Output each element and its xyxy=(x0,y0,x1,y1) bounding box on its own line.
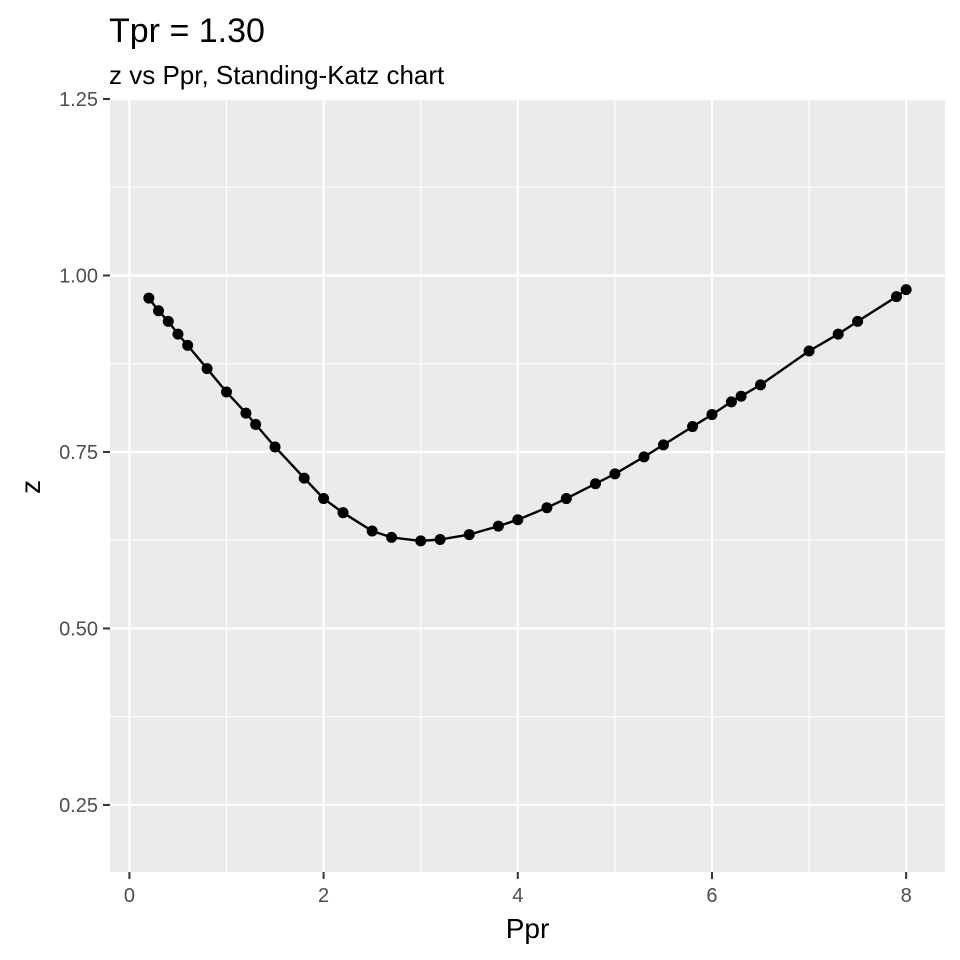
data-point xyxy=(182,339,194,351)
grid-minor xyxy=(110,99,945,872)
data-point xyxy=(890,291,902,303)
data-point xyxy=(609,468,621,480)
data-point xyxy=(318,493,330,505)
data-point xyxy=(512,514,524,526)
data-point xyxy=(492,520,504,532)
x-tick-label: 0 xyxy=(124,885,135,907)
data-point xyxy=(687,421,699,433)
data-point xyxy=(269,441,281,453)
y-tick-label: 1.25 xyxy=(59,89,98,111)
data-point xyxy=(298,472,310,484)
data-point xyxy=(803,345,815,357)
data-point xyxy=(638,451,650,463)
chart-title: Tpr = 1.30 xyxy=(109,12,265,50)
data-point xyxy=(832,328,844,340)
data-point xyxy=(560,493,572,505)
data-point xyxy=(706,409,718,421)
data-point xyxy=(415,535,427,547)
y-tick-label: 0.50 xyxy=(59,618,98,640)
x-tick-label: 8 xyxy=(901,885,912,907)
data-point xyxy=(172,328,184,340)
data-point xyxy=(143,292,155,304)
x-tick-label: 6 xyxy=(706,885,717,907)
data-point xyxy=(366,525,378,537)
data-point xyxy=(755,379,767,391)
series-points xyxy=(143,284,912,547)
data-point xyxy=(240,407,252,419)
data-point xyxy=(735,390,747,402)
data-point xyxy=(386,531,398,543)
data-point xyxy=(852,315,864,327)
grid-major xyxy=(110,97,945,872)
data-point xyxy=(162,315,174,327)
data-point xyxy=(221,386,233,398)
y-tick-label: 1.00 xyxy=(59,265,98,287)
data-point xyxy=(900,284,912,296)
data-point xyxy=(657,439,669,451)
x-tick-label: 4 xyxy=(512,885,523,907)
chart-subtitle: z vs Ppr, Standing-Katz chart xyxy=(109,60,445,90)
x-axis-title: Ppr xyxy=(506,913,550,944)
y-axis-title: z xyxy=(15,480,46,494)
data-point xyxy=(589,478,601,490)
data-point xyxy=(153,305,165,317)
y-tick-label: 0.75 xyxy=(59,442,98,464)
data-point xyxy=(337,507,349,519)
data-point xyxy=(725,396,737,408)
plot-panel xyxy=(110,99,945,872)
data-point xyxy=(541,502,553,514)
data-point xyxy=(201,363,213,375)
data-point xyxy=(250,418,262,430)
y-axis: 0.25 0.50 0.75 1.00 1.25 xyxy=(59,89,110,817)
y-tick-label: 0.25 xyxy=(59,795,98,817)
data-point xyxy=(434,534,446,546)
data-point xyxy=(463,529,475,541)
x-axis: 0 2 4 6 8 xyxy=(124,872,912,907)
x-tick-label: 2 xyxy=(318,885,329,907)
